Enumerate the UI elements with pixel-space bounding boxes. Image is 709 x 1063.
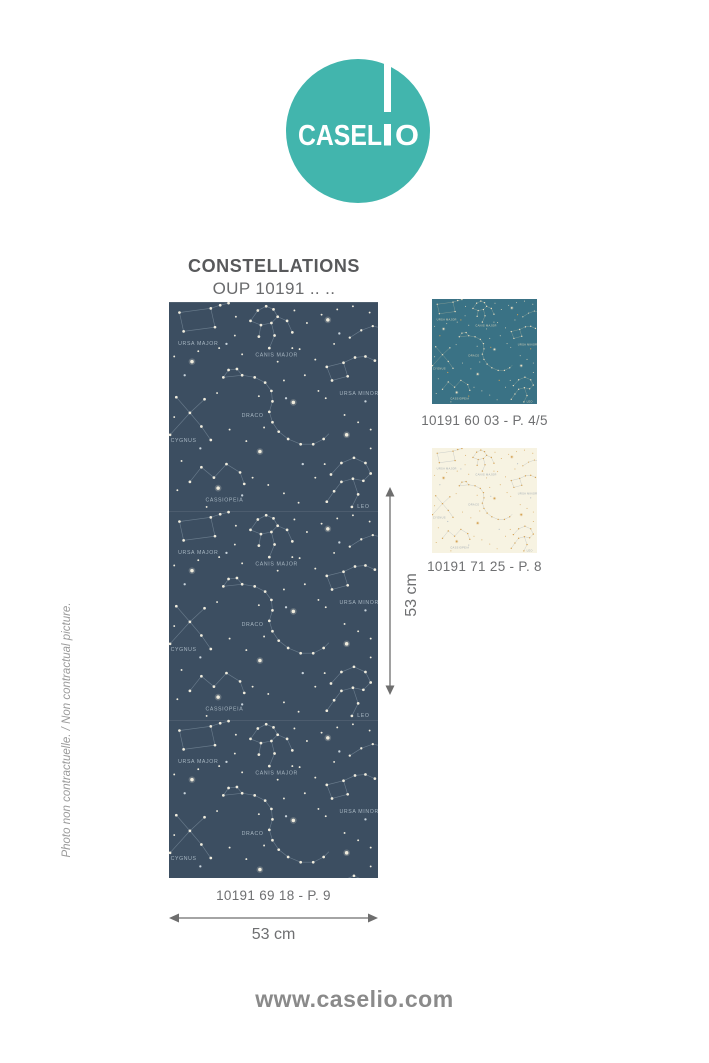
width-dimension-label: 53 cm bbox=[251, 926, 296, 943]
logo-i-bar bbox=[384, 62, 391, 112]
logo-wordmark-post: O bbox=[395, 120, 419, 152]
width-dimension-arrow bbox=[169, 913, 378, 923]
main-sample-code: 10191 69 18 - P. 9 bbox=[216, 888, 331, 903]
logo-circle bbox=[286, 59, 430, 203]
main-sample-image bbox=[169, 302, 378, 878]
brand-logo: CASEL O bbox=[286, 59, 430, 203]
logo-i-stem bbox=[384, 124, 391, 146]
swatch-2-code: 10191 71 25 - P. 8 bbox=[427, 559, 542, 574]
swatch-2-image bbox=[432, 448, 537, 553]
swatch-1-image bbox=[432, 299, 537, 404]
height-dimension-arrow bbox=[385, 487, 395, 695]
website-url[interactable]: www.caselio.com bbox=[255, 986, 454, 1012]
swatch-1-code: 10191 60 03 - P. 4/5 bbox=[421, 413, 548, 428]
photo-disclaimer: Photo non contractuelle. / Non contractu… bbox=[61, 602, 73, 858]
collection-title: CONSTELLATIONS bbox=[187, 256, 361, 276]
logo-wordmark-pre: CASEL bbox=[298, 120, 382, 152]
collection-reference: OUP 10191 .. .. bbox=[212, 279, 336, 298]
